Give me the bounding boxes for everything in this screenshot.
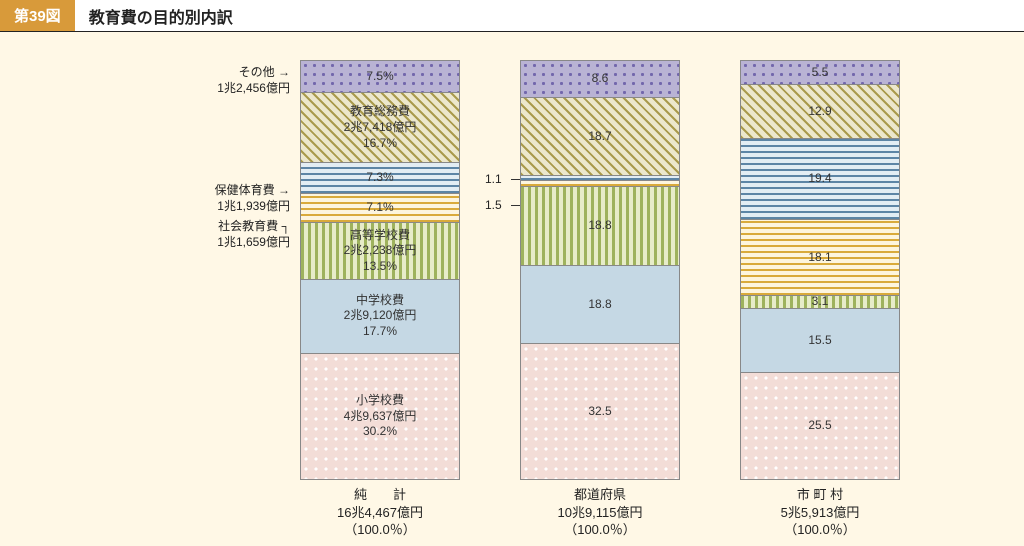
figure-title: 教育費の目的別内訳 (75, 0, 247, 31)
side-label-other: その他 → 1兆2,456億円 (120, 64, 290, 96)
segment-label: 18.7 (588, 129, 611, 145)
segment-chugaku: 中学校費2兆9,120億円17.7% (301, 279, 459, 353)
segment-shakai: 18.1 (741, 219, 899, 295)
segment-label: 7.1% (366, 200, 393, 216)
segment-other: 8.6 (521, 61, 679, 97)
segment-label: 19.4 (808, 171, 831, 187)
segment-hoken: 19.4 (741, 138, 899, 219)
segment-soumu: 教育総務費2兆7,418億円16.7% (301, 92, 459, 162)
figure-number-badge: 第39図 (0, 0, 75, 31)
bar-column-pref: 8.618.718.818.832.5都道府県10兆9,115億円（100.0％… (520, 60, 680, 480)
segment-label: 18.8 (588, 218, 611, 234)
segment-label: 教育総務費2兆7,418億円16.7% (344, 104, 417, 151)
bars-container: 7.5% 教育総務費2兆7,418億円16.7% 7.3% 7.1% 高等学校費2兆2,… (300, 60, 980, 480)
segment-label: 5.5 (812, 65, 829, 81)
segment-label: 15.5 (808, 333, 831, 349)
segment-label: 12.9 (808, 104, 831, 120)
segment-shakai: 7.1% (301, 193, 459, 223)
segment-label: 3.1 (812, 295, 829, 308)
segment-label: 25.5 (808, 418, 831, 434)
side-label-amount: 1兆1,659億円 (217, 235, 290, 249)
segment-other: 5.5 (741, 61, 899, 84)
stacked-bar: 7.5% 教育総務費2兆7,418億円16.7% 7.3% 7.1% 高等学校費2兆2,… (300, 60, 460, 480)
bar-column-muni: 5.512.919.418.13.115.525.5市 町 村5兆5,913億円… (740, 60, 900, 480)
segment-label: 高等学校費2兆2,238億円13.5% (344, 228, 417, 275)
segment-label: 中学校費2兆9,120億円17.7% (344, 293, 417, 340)
segment-label: 7.5% (366, 69, 393, 85)
figure-header: 第39図 教育費の目的別内訳 (0, 0, 1024, 32)
segment-hoken: 7.3% (301, 162, 459, 193)
side-label-text: 社会教育費 ┐ (218, 219, 290, 233)
segment-soumu: 12.9 (741, 84, 899, 138)
segment-chugaku: 15.5 (741, 308, 899, 373)
side-label-shakai: 社会教育費 ┐ 1兆1,659億円 (120, 218, 290, 250)
segment-label: 小学校費4兆9,637億円30.2% (344, 393, 417, 440)
plot-area: その他 → 1兆2,456億円 保健体育費 → 1兆1,939億円 社会教育費 … (0, 32, 1024, 546)
segment-koukou: 高等学校費2兆2,238億円13.5% (301, 222, 459, 278)
side-label-amount: 1兆2,456億円 (217, 81, 290, 95)
stacked-bar: 8.6 18.7 18.8 18.8 32.5 (520, 60, 680, 480)
bar-column-total: 7.5% 教育総務費2兆7,418億円16.7% 7.3% 7.1% 高等学校費2兆2,… (300, 60, 460, 480)
side-label-amount: 1兆1,939億円 (217, 199, 290, 213)
segment-other: 7.5% (301, 61, 459, 92)
segment-koukou: 3.1 (741, 295, 899, 308)
figure-39: 第39図 教育費の目的別内訳 その他 → 1兆2,456億円 保健体育費 → 1… (0, 0, 1024, 546)
bar-caption: 都道府県10兆9,115億円（100.0％） (557, 486, 642, 539)
side-label-text: その他 → (239, 65, 290, 79)
segment-label: 18.8 (588, 297, 611, 313)
segment-shogaku: 25.5 (741, 372, 899, 479)
side-label-text: 保健体育費 → (215, 183, 290, 197)
segment-label: 18.1 (808, 250, 831, 266)
segment-shogaku: 32.5 (521, 343, 679, 479)
segment-label: 7.3% (366, 170, 393, 186)
segment-soumu: 18.7 (521, 97, 679, 175)
side-label-hoken: 保健体育費 → 1兆1,939億円 (120, 182, 290, 214)
segment-koukou: 18.8 (521, 186, 679, 265)
segment-chugaku: 18.8 (521, 265, 679, 344)
stacked-bar: 5.5 12.9 19.4 18.1 3.1 15.5 25.5 (740, 60, 900, 480)
segment-shogaku: 小学校費4兆9,637億円30.2% (301, 353, 459, 479)
segment-label: 8.6 (592, 71, 609, 87)
bar-caption: 市 町 村5兆5,913億円（100.0％） (781, 486, 860, 539)
segment-label: 32.5 (588, 404, 611, 420)
bar-caption: 純 計16兆4,467億円（100.0％） (337, 486, 423, 539)
